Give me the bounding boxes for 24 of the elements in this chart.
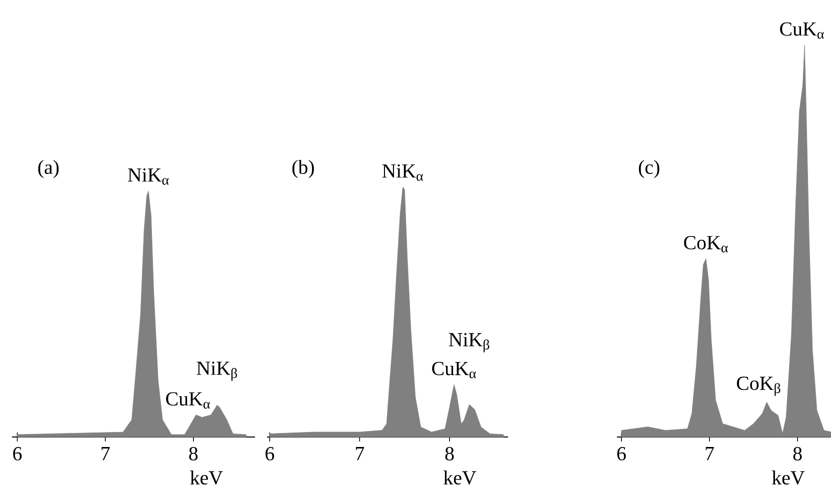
chart-title: (b) <box>292 160 314 178</box>
x-tick-label: 6 <box>266 447 274 460</box>
x-tick-label: 6 <box>13 447 22 460</box>
x-tick-label: 7 <box>356 447 364 460</box>
x-tick-label: 6 <box>617 447 626 460</box>
x-axis-title: keV <box>772 470 805 485</box>
x-tick-label: 7 <box>102 447 110 460</box>
annotation: CoK$_{α}$ <box>684 236 728 252</box>
annotation: CuK$_{α}$ <box>780 22 824 39</box>
text: (c) <box>638 160 660 178</box>
annotation: NiK$_{α}$ <box>382 164 424 181</box>
x-tick-label: 8 <box>189 447 198 460</box>
annotation: CuK$_{α}$ <box>432 362 476 378</box>
x-axis-title: keV <box>444 470 476 485</box>
annotation: NiK$_{β}$ <box>196 362 238 381</box>
chart-title: (a) <box>38 160 59 178</box>
x-tick-label: 8 <box>793 447 802 460</box>
x-axis-title: keV <box>190 470 223 485</box>
annotation: CoK$_{β}$ <box>736 376 780 396</box>
annotation: NiK$_{α}$ <box>128 168 169 185</box>
annotation: NiK$_{β}$ <box>448 333 490 352</box>
x-tick-label: 8 <box>445 447 454 460</box>
x-tick-label: 7 <box>706 447 714 460</box>
annotation: CuK$_{α}$ <box>166 392 210 409</box>
